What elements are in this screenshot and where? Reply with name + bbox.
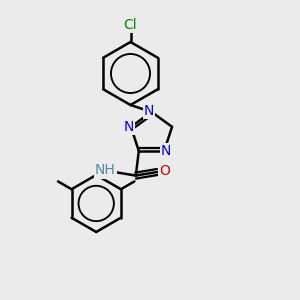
Text: NH: NH	[95, 164, 116, 178]
Text: N: N	[161, 144, 171, 158]
Text: N: N	[123, 120, 134, 134]
Text: O: O	[160, 164, 170, 178]
Text: N: N	[144, 104, 154, 118]
Text: Cl: Cl	[124, 18, 137, 32]
